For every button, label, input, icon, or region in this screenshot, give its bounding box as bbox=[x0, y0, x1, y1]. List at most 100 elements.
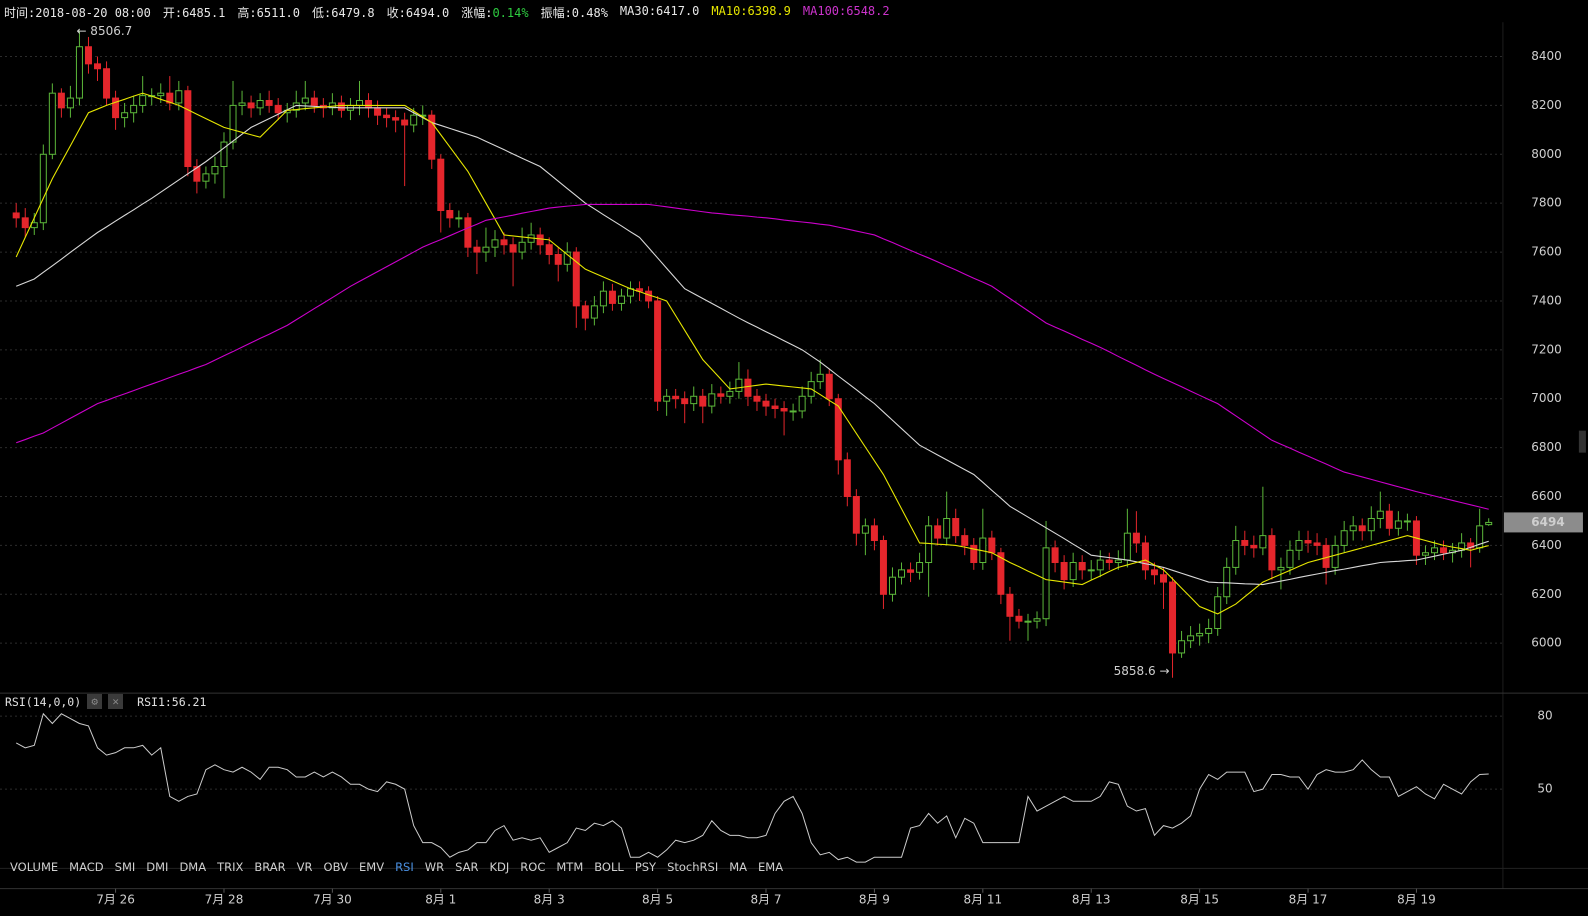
header: 时间:2018-08-20 08:00 开:6485.1 高:6511.0 低:647… bbox=[4, 4, 890, 20]
candle-body bbox=[1322, 544, 1330, 568]
header-item: MA30:6417.0 bbox=[620, 4, 699, 20]
candle-body bbox=[870, 525, 878, 542]
candle-body bbox=[103, 68, 111, 99]
header-value: 0.14% bbox=[492, 6, 529, 20]
candle-body bbox=[1006, 593, 1014, 617]
candle-body bbox=[581, 305, 589, 319]
candle-body bbox=[112, 97, 120, 119]
header-value: 6548.2 bbox=[846, 4, 890, 18]
candle-body bbox=[1232, 540, 1240, 568]
candle-body bbox=[256, 100, 264, 109]
indicator-tab[interactable]: ROC bbox=[520, 860, 546, 874]
candle-body bbox=[1376, 510, 1384, 520]
close-icon[interactable]: ✕ bbox=[108, 694, 124, 709]
indicator-tab[interactable]: BRAR bbox=[254, 860, 286, 874]
candle-body bbox=[1060, 562, 1068, 581]
indicator-tab[interactable]: BOLL bbox=[594, 860, 624, 874]
indicator-tab[interactable]: OBV bbox=[323, 860, 348, 874]
candle-body bbox=[554, 254, 562, 265]
indicator-tab[interactable]: DMA bbox=[179, 860, 207, 874]
candle-body bbox=[473, 246, 481, 253]
indicator-tab[interactable]: KDJ bbox=[489, 860, 510, 874]
candle-body bbox=[1042, 547, 1050, 620]
candle-body bbox=[1485, 521, 1493, 526]
candle-body bbox=[961, 535, 969, 546]
candle-body bbox=[1159, 574, 1167, 583]
candle-body bbox=[572, 251, 580, 307]
indicator-tab[interactable]: VR bbox=[296, 860, 313, 874]
x-tick-label: 8月 1 bbox=[425, 892, 456, 906]
indicator-tab[interactable]: SMI bbox=[114, 860, 136, 874]
rsi-legend: RSI1:56.21 bbox=[137, 694, 207, 709]
scroll-handle bbox=[1578, 430, 1586, 453]
ma-line bbox=[15, 104, 1489, 586]
candle-body bbox=[1295, 540, 1303, 551]
candle-body bbox=[1015, 615, 1023, 622]
header-label: 低: bbox=[312, 6, 332, 20]
candle-body bbox=[952, 518, 960, 537]
indicator-tab[interactable]: SAR bbox=[455, 860, 479, 874]
y-tick-label: 7400 bbox=[1531, 293, 1562, 307]
candle-body bbox=[39, 153, 47, 224]
candle-body bbox=[1205, 628, 1213, 634]
x-tick-label: 7月 30 bbox=[313, 892, 352, 906]
header-item: 开:6485.1 bbox=[163, 4, 226, 20]
annotation: ← 8506.7 bbox=[76, 24, 132, 38]
candle-body bbox=[166, 92, 174, 104]
candle-body bbox=[1150, 569, 1158, 576]
candle-body bbox=[1286, 549, 1294, 568]
candle-body bbox=[536, 234, 544, 246]
header-item: 收:6494.0 bbox=[387, 4, 450, 20]
candle-body bbox=[816, 373, 824, 383]
settings-icon[interactable]: ⚙ bbox=[87, 694, 103, 709]
candle-body bbox=[1141, 542, 1149, 571]
candle-body bbox=[789, 410, 797, 413]
header-label: 涨幅: bbox=[461, 6, 493, 20]
candle-body bbox=[780, 408, 788, 412]
candle-body bbox=[1132, 532, 1140, 544]
x-tick-label: 8月 13 bbox=[1072, 892, 1111, 906]
indicator-tab[interactable]: MTM bbox=[556, 860, 584, 874]
y-tick-label: 50 bbox=[1537, 782, 1552, 796]
header-label: 开: bbox=[162, 6, 183, 20]
rsi-header: RSI(14,0,0) ⚙ ✕ RSI1:56.21 bbox=[5, 694, 206, 709]
candle-body bbox=[491, 239, 499, 248]
indicator-tab[interactable]: PSY bbox=[634, 860, 657, 874]
indicator-tab[interactable]: EMV bbox=[359, 860, 385, 874]
indicator-tab[interactable]: DMI bbox=[146, 860, 169, 874]
candle-body bbox=[970, 544, 978, 564]
candle-body bbox=[744, 378, 752, 397]
candle-body bbox=[1051, 547, 1059, 564]
y-tick-label: 7000 bbox=[1531, 391, 1562, 405]
indicator-tab[interactable]: StochRSI bbox=[667, 860, 719, 874]
ma-line bbox=[15, 92, 1489, 615]
indicator-tab[interactable]: WR bbox=[424, 860, 445, 874]
candle-body bbox=[916, 562, 924, 573]
y-tick-label: 8400 bbox=[1531, 49, 1562, 63]
candle-body bbox=[753, 395, 761, 402]
indicator-tab[interactable]: EMA bbox=[758, 860, 784, 874]
y-tick-label: 6600 bbox=[1531, 489, 1562, 503]
indicator-tab[interactable]: RSI bbox=[395, 860, 414, 874]
candle-body bbox=[1277, 566, 1285, 571]
candle-body bbox=[834, 398, 842, 461]
y-tick-label: 6200 bbox=[1531, 587, 1562, 601]
candle-body bbox=[690, 395, 698, 405]
candle-body bbox=[1169, 581, 1177, 654]
indicator-tab[interactable]: MACD bbox=[69, 860, 104, 874]
candle-body bbox=[455, 217, 463, 220]
candle-body bbox=[130, 104, 138, 114]
x-tick-label: 8月 5 bbox=[642, 892, 673, 906]
candle-body bbox=[401, 119, 409, 126]
candle-body bbox=[121, 112, 129, 119]
indicator-tab[interactable]: VOLUME bbox=[10, 860, 59, 874]
y-tick-label: 7800 bbox=[1531, 196, 1562, 210]
candle-body bbox=[771, 405, 779, 410]
candle-body bbox=[94, 63, 102, 70]
indicator-tab[interactable]: TRIX bbox=[217, 860, 244, 874]
indicator-tab[interactable]: MA bbox=[729, 860, 748, 874]
x-tick-label: 8月 7 bbox=[750, 892, 781, 906]
candle-body bbox=[663, 395, 671, 402]
candle-body bbox=[518, 241, 526, 253]
